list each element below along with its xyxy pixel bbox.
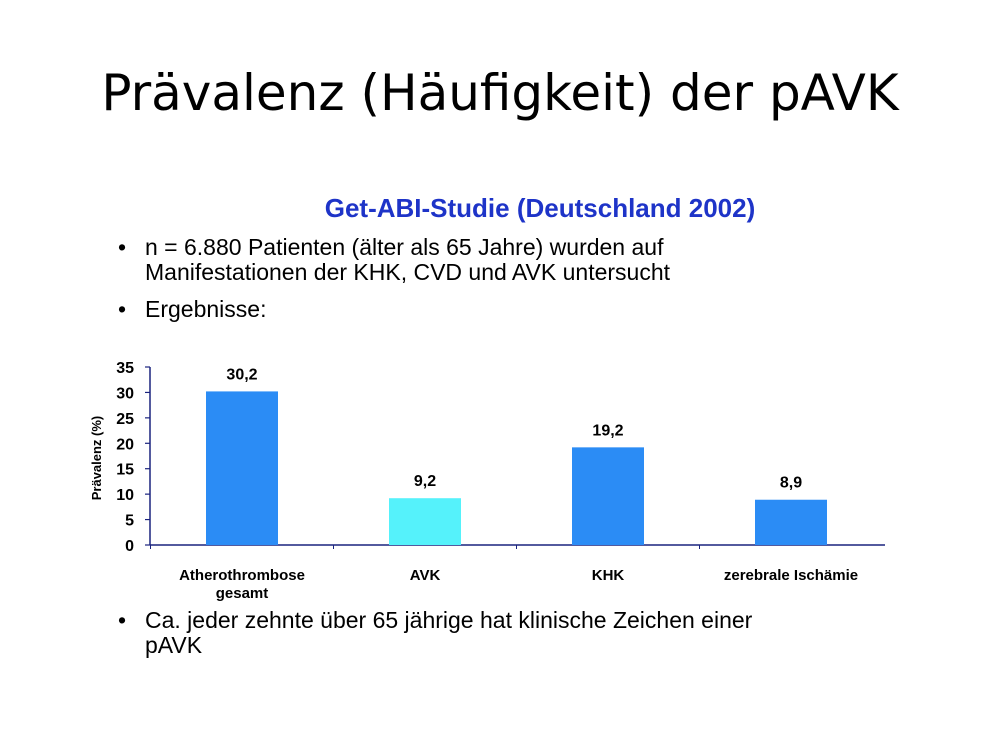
bullet-marker: • <box>118 296 127 322</box>
y-axis-title: Prävalenz (%) <box>89 416 104 501</box>
y-tick-label: 0 <box>125 538 134 555</box>
bullet-conclusion-line1: Ca. jeder zehnte über 65 jährige hat kli… <box>145 607 753 633</box>
bar <box>206 391 278 545</box>
bullet-results-line1: Ergebnisse: <box>145 296 267 322</box>
study-title: Get-ABI-Studie (Deutschland 2002) <box>324 193 756 223</box>
bar <box>572 447 644 545</box>
y-tick-label: 10 <box>116 487 134 504</box>
x-category-label: Atherothrombose <box>179 567 305 584</box>
bullet-marker: • <box>118 234 127 260</box>
bullet-conclusion-line2: pAVK <box>145 632 203 658</box>
bar-value-label: 30,2 <box>226 366 257 383</box>
bar-value-label: 8,9 <box>780 475 802 492</box>
y-tick-label: 5 <box>125 513 134 530</box>
bullet-patients-line1: n = 6.880 Patienten (älter als 65 Jahre)… <box>145 234 664 260</box>
bar-value-label: 19,2 <box>592 422 623 439</box>
x-category-label: zerebrale Ischämie <box>724 567 858 584</box>
y-tick-label: 35 <box>116 360 134 377</box>
y-tick-label: 15 <box>116 462 134 479</box>
y-tick-label: 25 <box>116 411 134 428</box>
bar <box>755 499 827 545</box>
bullet-marker: • <box>118 607 127 633</box>
x-category-label: gesamt <box>216 585 269 602</box>
bar <box>389 498 461 545</box>
x-category-label: AVK <box>410 567 441 584</box>
slide-title: Prävalenz (Häufigkeit) der pAVK <box>101 64 899 122</box>
bullet-patients-line2: Manifestationen der KHK, CVD und AVK unt… <box>145 259 671 285</box>
x-category-label: KHK <box>592 567 625 584</box>
y-tick-label: 20 <box>116 436 134 453</box>
bar-value-label: 9,2 <box>414 473 436 490</box>
y-tick-label: 30 <box>116 385 134 402</box>
